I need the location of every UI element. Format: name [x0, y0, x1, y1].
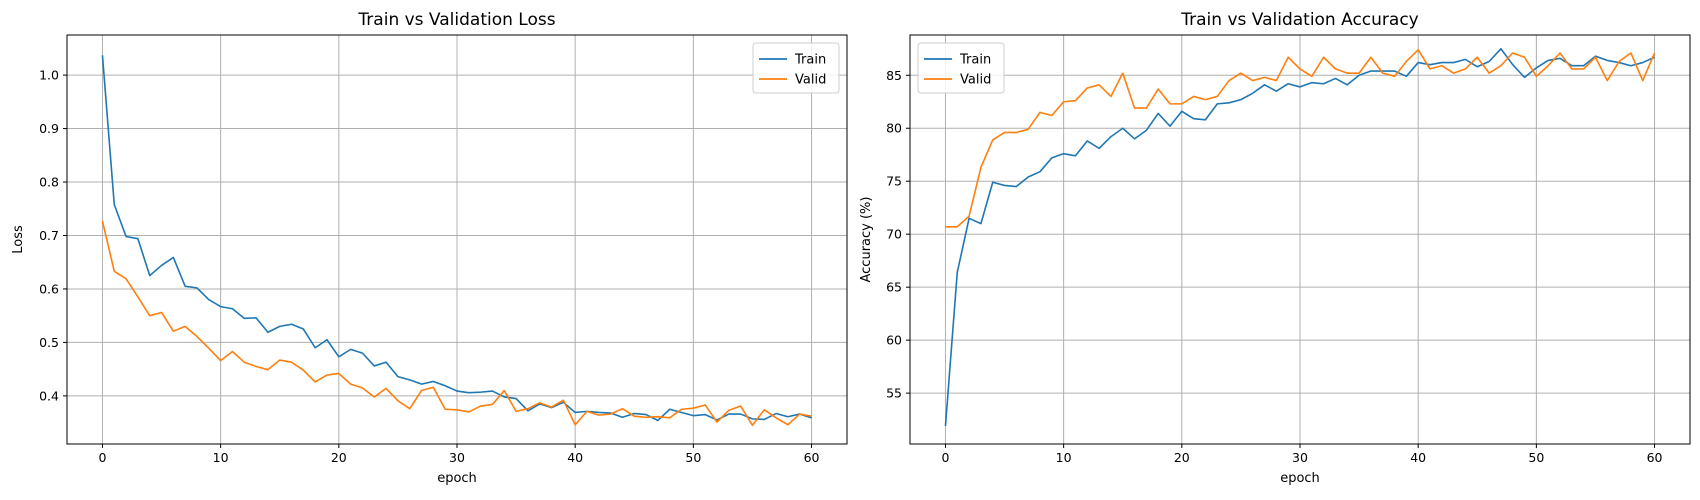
x-tick-label: 50 [1528, 450, 1544, 465]
chart-title: Train vs Validation Accuracy [1180, 10, 1418, 30]
series-line-train [944, 47, 1655, 427]
y-axis-label: Accuracy (%) [859, 197, 874, 283]
y-tick-label: 70 [886, 227, 902, 242]
y-tick-label: 55 [886, 386, 902, 401]
legend-box [917, 42, 1005, 94]
legend-box [752, 42, 840, 94]
y-tick-label: 85 [886, 68, 902, 83]
x-tick-label: 0 [98, 450, 106, 465]
x-tick-label: 20 [331, 450, 347, 465]
x-tick-label: 20 [1174, 450, 1190, 465]
y-tick-label: 0.7 [39, 228, 59, 243]
legend: Train Valid [752, 42, 840, 94]
legend-label-train: Train [959, 53, 991, 68]
x-tick-label: 30 [449, 450, 465, 465]
y-tick-label: 60 [886, 333, 902, 348]
y-tick-label: 0.8 [39, 175, 59, 190]
x-tick-label: 40 [1410, 450, 1426, 465]
x-axis-label: epoch [1280, 471, 1320, 486]
y-tick-label: 0.9 [39, 121, 59, 136]
y-tick-label: 1.0 [39, 68, 59, 83]
x-tick-label: 60 [1647, 450, 1663, 465]
x-axis-label: epoch [437, 471, 477, 486]
series-line-valid [101, 220, 812, 427]
legend-label-valid: Valid [795, 73, 826, 88]
x-tick-label: 50 [685, 450, 701, 465]
legend: Train Valid [917, 42, 1005, 94]
series-line-valid [945, 49, 1656, 228]
accuracy-chart-panel: 0 10 20 30 40 50 60 55 60 65 70 75 80 85 Train vs Vali… [859, 10, 1691, 486]
y-tick-label: 65 [886, 280, 902, 295]
x-tick-label: 30 [1292, 450, 1308, 465]
y-tick-label: 0.5 [39, 335, 59, 350]
x-tick-label: 10 [1056, 450, 1072, 465]
chart-title: Train vs Validation Loss [357, 10, 555, 30]
x-tick-label: 60 [804, 450, 820, 465]
y-tick-label: 80 [886, 121, 902, 136]
legend-label-train: Train [794, 53, 826, 68]
x-tick-label: 10 [213, 450, 229, 465]
x-tick-label: 40 [567, 450, 583, 465]
series-line-train [101, 55, 812, 422]
y-tick-label: 0.4 [39, 388, 59, 403]
y-axis-label: Loss [11, 225, 26, 254]
x-tick-label: 0 [941, 450, 949, 465]
loss-chart-panel: 0 10 20 30 40 50 60 0.4 0.5 0.6 0.7 0.8 0.9 1.0 Train … [11, 10, 848, 486]
legend-label-valid: Valid [960, 73, 991, 88]
y-tick-label: 0.6 [39, 281, 59, 296]
y-tick-label: 75 [886, 174, 902, 189]
